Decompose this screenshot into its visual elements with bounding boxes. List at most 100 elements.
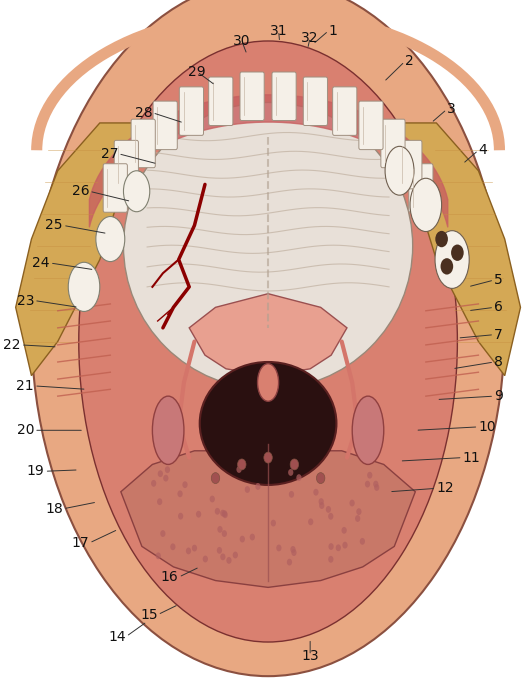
- Text: 12: 12: [436, 482, 454, 495]
- Ellipse shape: [200, 362, 337, 485]
- Text: 3: 3: [447, 102, 456, 116]
- Circle shape: [222, 530, 227, 537]
- Circle shape: [170, 544, 175, 550]
- Circle shape: [196, 511, 201, 518]
- PathPatch shape: [189, 294, 347, 376]
- Text: 29: 29: [189, 65, 206, 79]
- Circle shape: [319, 502, 324, 509]
- PathPatch shape: [373, 123, 520, 376]
- Text: 18: 18: [45, 502, 63, 516]
- Text: 23: 23: [16, 294, 34, 307]
- Circle shape: [178, 513, 183, 520]
- Circle shape: [215, 508, 220, 515]
- Text: 21: 21: [16, 379, 34, 393]
- Circle shape: [290, 459, 298, 470]
- Circle shape: [237, 459, 246, 470]
- Circle shape: [210, 496, 215, 503]
- FancyBboxPatch shape: [131, 120, 155, 168]
- Text: 10: 10: [478, 420, 496, 434]
- Circle shape: [186, 548, 191, 555]
- Circle shape: [287, 559, 292, 566]
- Circle shape: [222, 510, 227, 517]
- Circle shape: [328, 556, 333, 563]
- Circle shape: [341, 527, 347, 533]
- Text: 11: 11: [463, 451, 481, 464]
- Circle shape: [211, 473, 220, 484]
- FancyBboxPatch shape: [153, 101, 177, 150]
- Circle shape: [264, 452, 272, 463]
- Text: 2: 2: [405, 55, 414, 68]
- Circle shape: [217, 547, 222, 554]
- Circle shape: [319, 498, 324, 505]
- Circle shape: [373, 481, 379, 488]
- Circle shape: [151, 480, 156, 487]
- Text: 32: 32: [302, 31, 319, 44]
- Text: 5: 5: [494, 273, 503, 287]
- Text: 31: 31: [270, 24, 287, 38]
- Circle shape: [355, 515, 361, 522]
- Text: 26: 26: [72, 184, 89, 198]
- Ellipse shape: [258, 363, 279, 402]
- Text: 15: 15: [140, 608, 158, 622]
- Ellipse shape: [31, 0, 504, 676]
- Circle shape: [292, 549, 297, 556]
- Text: 9: 9: [494, 389, 503, 403]
- FancyBboxPatch shape: [409, 164, 433, 212]
- FancyBboxPatch shape: [332, 87, 357, 135]
- Text: 24: 24: [32, 256, 50, 270]
- Circle shape: [236, 466, 242, 473]
- Text: 8: 8: [494, 355, 503, 369]
- Circle shape: [255, 483, 261, 490]
- Circle shape: [328, 513, 333, 520]
- Ellipse shape: [435, 231, 469, 288]
- Ellipse shape: [96, 217, 125, 262]
- Text: 30: 30: [233, 34, 251, 48]
- Text: 16: 16: [161, 570, 179, 584]
- Circle shape: [182, 482, 187, 488]
- Circle shape: [220, 510, 226, 516]
- Circle shape: [435, 231, 448, 247]
- FancyBboxPatch shape: [240, 72, 264, 120]
- FancyBboxPatch shape: [209, 77, 233, 126]
- Circle shape: [326, 506, 331, 513]
- Circle shape: [374, 484, 379, 491]
- Circle shape: [177, 490, 183, 497]
- Circle shape: [217, 526, 222, 533]
- Text: 20: 20: [16, 423, 34, 437]
- PathPatch shape: [16, 123, 163, 376]
- Text: 22: 22: [3, 338, 21, 352]
- Circle shape: [356, 508, 362, 515]
- Circle shape: [192, 544, 197, 551]
- Circle shape: [365, 481, 370, 488]
- FancyBboxPatch shape: [272, 72, 296, 120]
- Text: 7: 7: [494, 328, 503, 342]
- Text: 17: 17: [72, 536, 89, 550]
- Ellipse shape: [124, 171, 150, 212]
- Text: 1: 1: [329, 24, 337, 38]
- Circle shape: [233, 552, 238, 559]
- FancyBboxPatch shape: [179, 87, 203, 135]
- FancyBboxPatch shape: [303, 77, 328, 126]
- Circle shape: [226, 557, 232, 563]
- Text: 14: 14: [108, 630, 126, 643]
- Circle shape: [157, 499, 162, 505]
- Text: 4: 4: [478, 143, 487, 157]
- Circle shape: [163, 475, 168, 482]
- Circle shape: [165, 466, 170, 473]
- Circle shape: [289, 491, 294, 498]
- Circle shape: [342, 542, 348, 548]
- Ellipse shape: [124, 102, 413, 389]
- FancyBboxPatch shape: [398, 141, 422, 189]
- Circle shape: [158, 471, 163, 477]
- Ellipse shape: [385, 146, 414, 195]
- Circle shape: [441, 258, 453, 275]
- Circle shape: [271, 520, 276, 527]
- Text: 19: 19: [27, 464, 45, 478]
- Circle shape: [329, 543, 333, 550]
- Circle shape: [313, 489, 319, 496]
- Text: 13: 13: [301, 649, 319, 663]
- Circle shape: [276, 544, 281, 551]
- Circle shape: [156, 553, 161, 559]
- Ellipse shape: [410, 178, 442, 232]
- Circle shape: [296, 474, 302, 481]
